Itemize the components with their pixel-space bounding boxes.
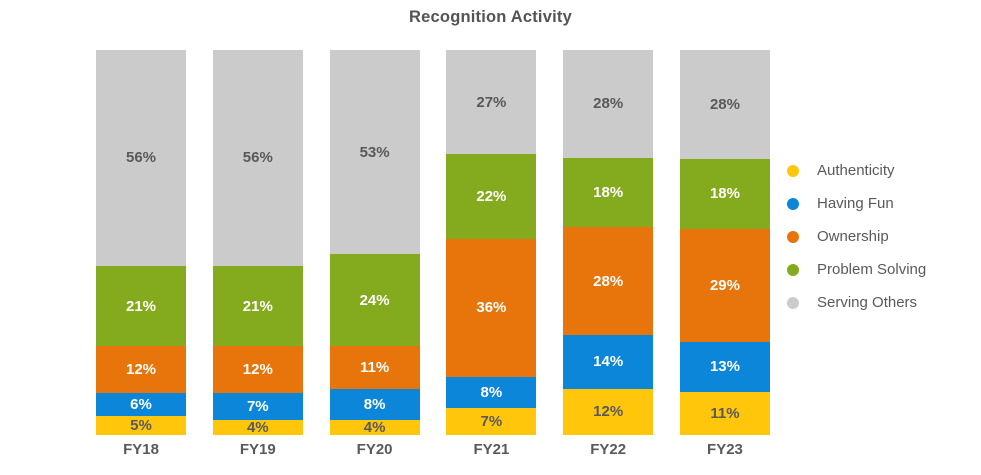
segment-authenticity-fy19: 4% xyxy=(212,418,303,436)
segment-problem-solving-fy22: 18% xyxy=(563,157,654,228)
segment-value-label: 28% xyxy=(593,95,624,113)
segment-value-label: 13% xyxy=(709,358,740,376)
segment-having-fun-fy22: 14% xyxy=(563,334,654,389)
bar-fy23: 11% 13% 29% 18% 28% xyxy=(679,50,770,435)
segment-value-label: 7% xyxy=(246,397,269,415)
legend-swatch-ownership-icon xyxy=(787,230,799,243)
segment-value-label: 56% xyxy=(242,149,273,167)
legend-item-problem-solving: Problem Solving xyxy=(787,259,926,280)
segment-having-fun-fy21: 8% xyxy=(446,377,537,409)
segment-having-fun-fy19: 7% xyxy=(212,392,303,420)
segment-problem-solving-fy21: 22% xyxy=(446,153,537,239)
bar-fy19: 4% 7% 12% 21% 56% xyxy=(212,50,303,436)
legend-item-serving-others: Serving Others xyxy=(787,292,926,313)
segment-value-label: 11% xyxy=(710,405,740,423)
x-axis-label-fy23: FY23 xyxy=(707,441,743,458)
legend-item-authenticity: Authenticity xyxy=(787,160,926,181)
segment-serving-others-fy21: 27% xyxy=(446,50,537,154)
legend-item-having-fun: Having Fun xyxy=(787,193,926,214)
segment-value-label: 7% xyxy=(480,413,503,431)
segment-having-fun-fy18: 6% xyxy=(96,392,186,416)
segment-value-label: 5% xyxy=(130,416,152,434)
x-axis-label-fy19: FY19 xyxy=(239,441,276,458)
segment-value-label: 21% xyxy=(242,297,273,315)
segment-value-label: 36% xyxy=(476,299,507,317)
segment-authenticity-fy20: 4% xyxy=(329,418,420,436)
segment-value-label: 8% xyxy=(363,395,386,413)
segment-problem-solving-fy20: 24% xyxy=(329,254,420,347)
segment-value-label: 12% xyxy=(593,403,624,421)
segment-value-label: 11% xyxy=(359,359,390,377)
segment-value-label: 12% xyxy=(242,361,273,379)
bar-fy21: 7% 8% 36% 22% 27% xyxy=(446,50,537,435)
segment-problem-solving-fy23: 18% xyxy=(679,158,770,229)
bar-fy18: 5% 6% 12% 21% 56% xyxy=(96,50,186,435)
legend-label-authenticity: Authenticity xyxy=(817,162,895,179)
segment-value-label: 18% xyxy=(709,185,740,203)
segment-value-label: 28% xyxy=(709,95,740,113)
segment-value-label: 56% xyxy=(125,149,157,167)
segment-ownership-fy23: 29% xyxy=(679,228,770,342)
legend-label-serving-others: Serving Others xyxy=(817,294,918,311)
legend-item-ownership: Ownership xyxy=(787,226,926,247)
bar-fy20: 4% 8% 11% 24% 53% xyxy=(329,50,420,436)
segment-problem-solving-fy19: 21% xyxy=(212,265,303,347)
legend-swatch-authenticity-icon xyxy=(787,164,799,177)
segment-having-fun-fy20: 8% xyxy=(329,388,420,420)
segment-problem-solving-fy18: 21% xyxy=(96,265,186,347)
segment-value-label: 29% xyxy=(709,276,740,294)
segment-serving-others-fy20: 53% xyxy=(329,50,420,255)
segment-serving-others-fy23: 28% xyxy=(679,50,770,159)
legend-label-having-fun: Having Fun xyxy=(817,195,894,212)
segment-value-label: 8% xyxy=(480,384,503,402)
stacked-bar-plot: 5% 6% 12% 21% 56% 4% 7% 12% 21% 56% 4% 8% 11% 24% 53% 7… xyxy=(96,50,770,435)
segment-value-label: 28% xyxy=(593,272,624,290)
segment-value-label: 4% xyxy=(363,418,386,436)
segment-value-label: 6% xyxy=(130,395,152,413)
segment-having-fun-fy23: 13% xyxy=(679,341,770,393)
segment-value-label: 53% xyxy=(359,143,390,161)
segment-authenticity-fy18: 5% xyxy=(96,415,186,435)
x-axis: FY18 FY19 FY20 FY21 FY22 FY23 xyxy=(96,441,770,458)
segment-ownership-fy19: 12% xyxy=(212,346,303,393)
segment-ownership-fy18: 12% xyxy=(96,346,186,393)
x-axis-label-fy20: FY20 xyxy=(356,441,393,458)
segment-serving-others-fy19: 56% xyxy=(212,50,303,266)
segment-serving-others-fy22: 28% xyxy=(563,50,654,158)
segment-serving-others-fy18: 56% xyxy=(96,50,186,266)
segment-value-label: 22% xyxy=(476,187,507,205)
segment-authenticity-fy22: 12% xyxy=(563,388,654,435)
segment-value-label: 27% xyxy=(476,93,507,111)
x-axis-label-fy18: FY18 xyxy=(123,441,159,458)
segment-value-label: 12% xyxy=(125,361,157,379)
segment-value-label: 4% xyxy=(246,418,269,436)
segment-authenticity-fy23: 11% xyxy=(679,392,770,435)
legend: Authenticity Having Fun Ownership Problem S… xyxy=(787,160,926,325)
segment-authenticity-fy21: 7% xyxy=(446,408,537,435)
legend-swatch-serving-others-icon xyxy=(787,296,799,309)
segment-value-label: 21% xyxy=(125,297,157,315)
bar-fy22: 12% 14% 28% 18% 28% xyxy=(563,50,654,435)
segment-value-label: 14% xyxy=(593,353,624,371)
legend-label-ownership: Ownership xyxy=(817,228,889,245)
segment-value-label: 24% xyxy=(359,291,390,309)
segment-ownership-fy21: 36% xyxy=(446,238,537,378)
legend-label-problem-solving: Problem Solving xyxy=(817,261,927,278)
segment-ownership-fy22: 28% xyxy=(563,227,654,335)
x-axis-label-fy22: FY22 xyxy=(590,441,627,458)
chart-title: Recognition Activity xyxy=(409,8,572,26)
segment-value-label: 18% xyxy=(593,183,624,201)
segment-ownership-fy20: 11% xyxy=(329,346,420,389)
x-axis-label-fy21: FY21 xyxy=(473,441,510,458)
legend-swatch-having-fun-icon xyxy=(787,197,799,210)
legend-swatch-problem-solving-icon xyxy=(787,263,799,276)
